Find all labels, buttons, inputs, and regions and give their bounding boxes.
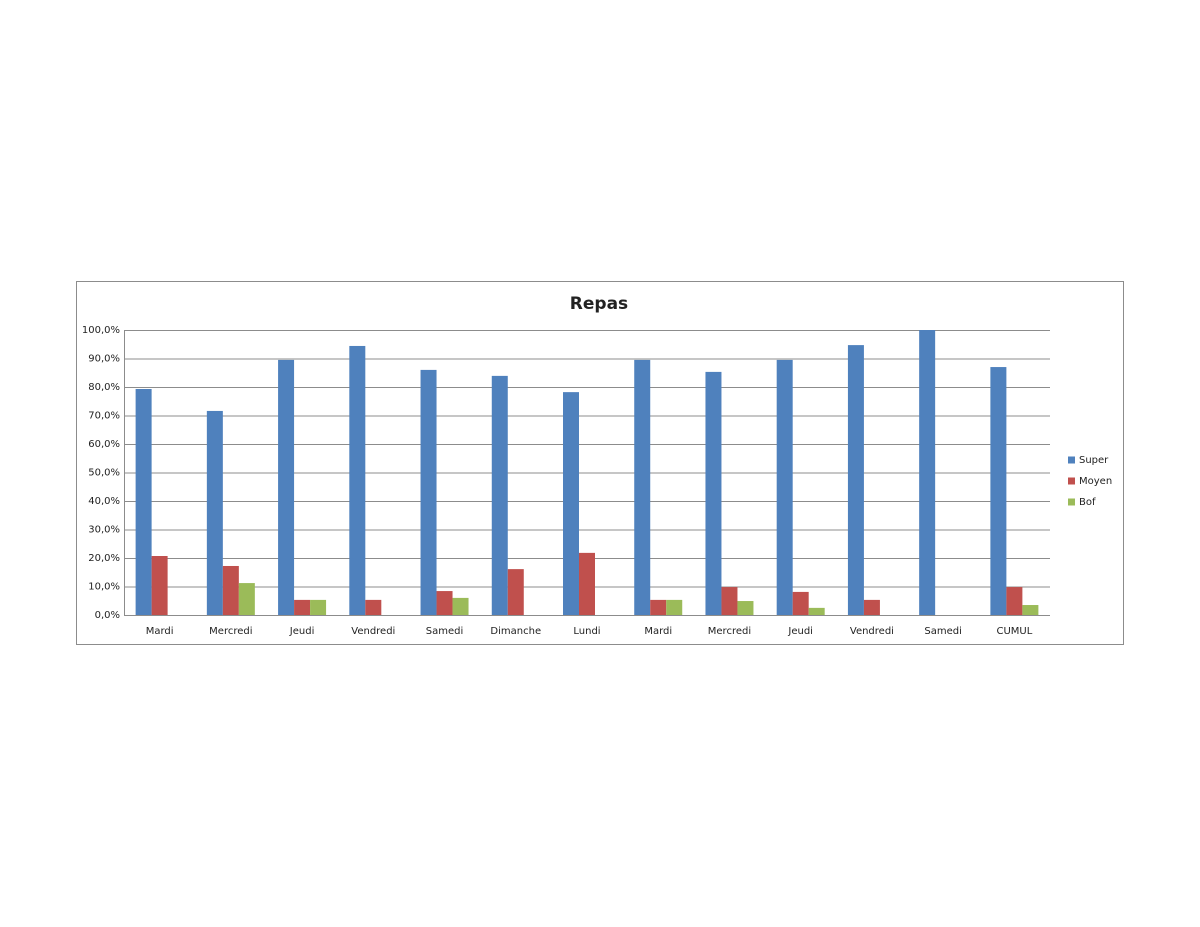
- legend-swatch: [1068, 498, 1075, 506]
- x-tick-label: Mercredi: [209, 626, 252, 637]
- bar: [634, 359, 651, 615]
- y-tick-label: 20,0%: [88, 553, 120, 564]
- bar: [365, 599, 382, 615]
- bar: [278, 359, 295, 615]
- x-tick-label: Jeudi: [289, 626, 315, 637]
- bar: [666, 599, 683, 615]
- y-tick-label: 70,0%: [88, 411, 120, 422]
- x-tick-label: Mardi: [644, 626, 672, 637]
- bar: [294, 599, 311, 615]
- x-tick-label: Mercredi: [708, 626, 751, 637]
- bar: [1006, 587, 1023, 615]
- x-tick-label: Mardi: [146, 626, 174, 637]
- y-tick-label: 40,0%: [88, 496, 120, 507]
- y-tick-label: 30,0%: [88, 525, 120, 536]
- bar: [1022, 605, 1039, 615]
- bar: [919, 330, 936, 615]
- legend-swatch: [1068, 477, 1075, 485]
- bar: [491, 375, 508, 615]
- x-tick-label: Jeudi: [787, 626, 813, 637]
- legend-label: Moyen: [1079, 476, 1112, 487]
- x-tick-label: Samedi: [426, 626, 464, 637]
- bar: [776, 359, 793, 615]
- x-tick-label: Vendredi: [351, 626, 395, 637]
- bar: [705, 371, 722, 615]
- bar: [579, 552, 595, 615]
- bar: [847, 345, 864, 615]
- x-tick-label: CUMUL: [996, 626, 1032, 637]
- bar: [792, 591, 809, 615]
- bar: [808, 607, 825, 615]
- x-tick-label: Dimanche: [490, 626, 541, 637]
- x-tick-label: Vendredi: [850, 626, 894, 637]
- bar: [650, 599, 667, 615]
- y-tick-label: 100,0%: [82, 325, 120, 336]
- bar: [349, 345, 366, 615]
- legend-swatch: [1068, 456, 1075, 464]
- bar: [310, 599, 327, 615]
- x-tick-label: Lundi: [573, 626, 600, 637]
- x-tick-label: Samedi: [924, 626, 962, 637]
- legend-label: Bof: [1079, 497, 1096, 508]
- chart-title: Repas: [570, 294, 628, 314]
- bar: [222, 565, 239, 615]
- bar: [436, 591, 453, 615]
- y-tick-label: 50,0%: [88, 468, 120, 479]
- bar: [507, 569, 524, 615]
- y-tick-label: 60,0%: [88, 439, 120, 450]
- bar: [721, 587, 738, 615]
- y-tick-label: 10,0%: [88, 582, 120, 593]
- bar: [452, 597, 469, 615]
- bar: [206, 410, 223, 615]
- y-tick-label: 90,0%: [88, 354, 120, 365]
- y-tick-label: 80,0%: [88, 382, 120, 393]
- legend-label: Super: [1079, 455, 1109, 466]
- bar: [863, 599, 880, 615]
- bar: [563, 392, 579, 615]
- y-tick-label: 0,0%: [95, 610, 120, 621]
- bar: [420, 369, 437, 615]
- bar: [990, 367, 1007, 615]
- bar: [135, 388, 152, 615]
- bar: [238, 583, 255, 615]
- bar: [737, 601, 754, 615]
- bar: [151, 556, 168, 615]
